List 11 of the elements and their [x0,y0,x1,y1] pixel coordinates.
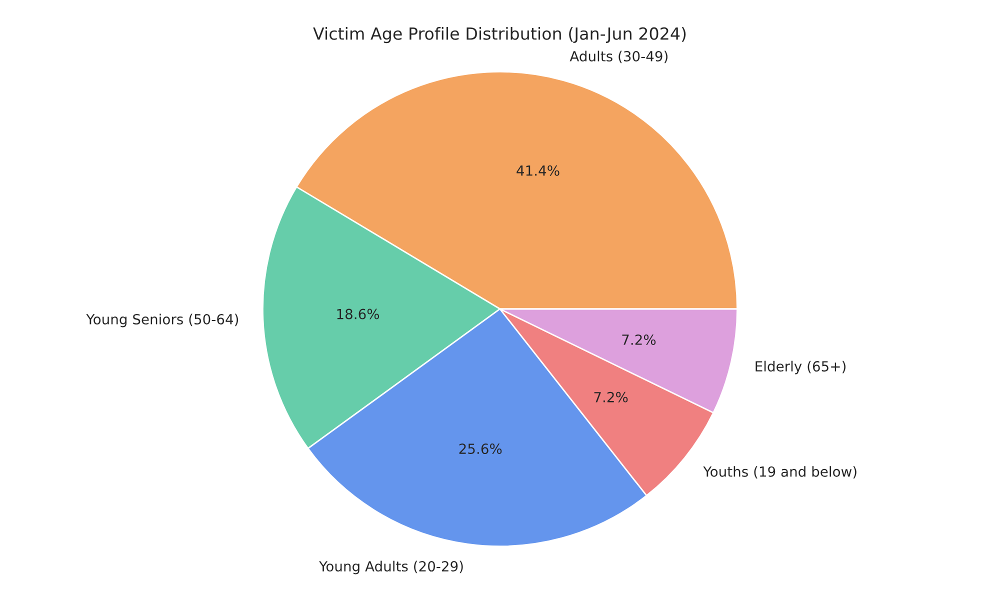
data-label: 41.4% [516,165,560,176]
data-label: 25.6% [459,444,502,454]
data-label: 7.2% [622,334,656,345]
slice-label: Young Seniors (50-64) [86,314,238,328]
slice-label: Adults (30-49) [570,50,668,64]
slice-label: Young Adults (20-29) [319,560,463,574]
data-label: 18.6% [337,308,380,320]
data-label: 7.2% [594,392,628,402]
slice-label: Youths (19 and below) [703,466,856,478]
chart-title: Victim Age Profile Distribution (Jan-Jun 2024) [313,27,686,44]
slice-label: Elderly (65+) [756,360,846,374]
